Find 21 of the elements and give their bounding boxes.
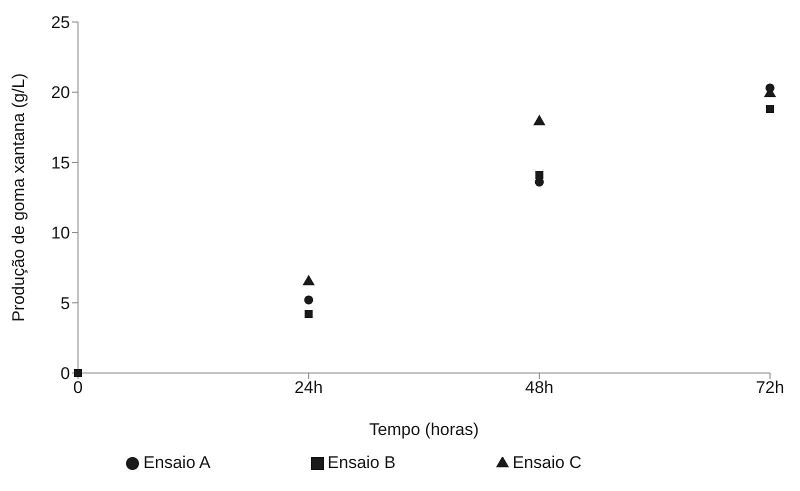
legend-label: Ensaio B <box>328 453 396 472</box>
x-axis-title: Tempo (horas) <box>369 420 479 439</box>
x-tick-label: 24h <box>294 378 323 398</box>
y-tick-label: 25 <box>51 13 70 32</box>
x-tick-label: 48h <box>525 378 554 398</box>
legend-label: Ensaio C <box>512 453 582 472</box>
point <box>74 369 82 377</box>
y-tick-label: 15 <box>51 153 70 172</box>
y-tick-label: 20 <box>51 83 70 102</box>
y-axis-title: Produção de goma xantana (g/L) <box>9 73 28 322</box>
legend-label: Ensaio A <box>143 453 211 472</box>
y-tick-label: 0 <box>60 364 70 384</box>
y-tick-label: 5 <box>60 294 70 313</box>
point <box>533 114 546 126</box>
point <box>304 295 314 304</box>
x-tick-label: 72h <box>756 378 784 398</box>
x-tick-label: 0 <box>73 378 83 398</box>
y-tick-label: 10 <box>51 224 70 243</box>
point <box>304 310 313 318</box>
point <box>766 105 774 114</box>
point <box>535 171 544 180</box>
